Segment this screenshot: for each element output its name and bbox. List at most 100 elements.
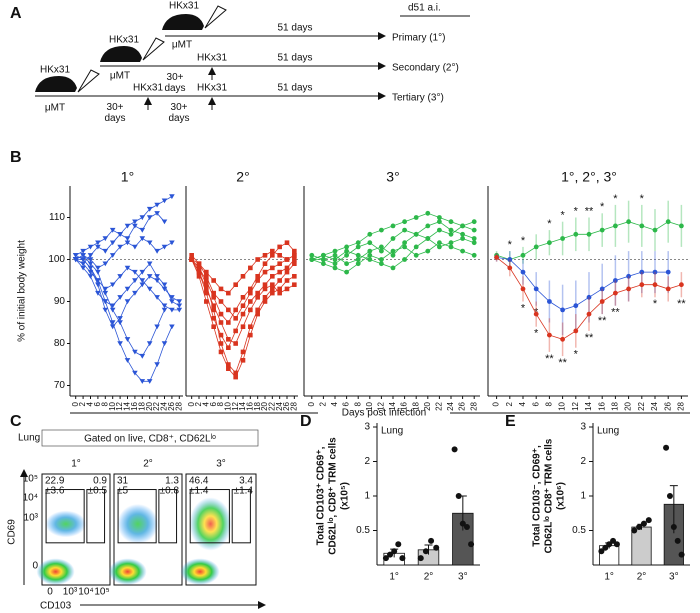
group-title: 2° [143,459,153,470]
point [204,274,209,279]
x-tick-label: 4 [518,401,527,406]
x-tick-label: 22 [267,401,276,410]
point [402,219,407,225]
y-tick-label: 3 [580,422,586,433]
point [109,253,116,258]
x-tick-label: 28 [677,401,686,410]
y-tick-label: 1 [580,491,586,502]
x-tick-label: 0 [492,401,501,406]
point [665,269,671,275]
gate [117,489,157,544]
significance: * [653,298,658,310]
point [471,236,477,241]
y-tick-label: 110 [49,212,65,223]
point [146,286,153,292]
data-point [640,520,647,527]
point [332,261,338,267]
point [240,349,246,355]
endpoint: d51 a.i. [408,3,441,14]
mouse-icon [162,14,204,30]
point [460,231,465,237]
point [355,257,361,262]
point [460,236,465,241]
point [626,286,631,292]
panel-title: 2° [236,169,249,185]
density [108,558,147,585]
point [639,269,645,275]
density [180,558,220,585]
point [226,320,231,325]
data-point [395,541,402,548]
x-tick-label: 6 [209,401,218,406]
point [204,299,209,304]
panel-letter: B [10,149,22,166]
x-axis-label: CD103 [40,601,72,612]
gate-percent: 22.9 [45,476,65,487]
row-label: Secondary (2°) [392,63,459,74]
virus: HKx31 [197,53,227,64]
point [87,244,94,250]
virus: HKx31 [109,35,139,46]
point [132,244,138,250]
point [599,299,605,304]
x-tick-label: 2° [424,572,434,583]
interval: 51 days [277,23,312,34]
point [176,299,183,305]
point [413,215,419,220]
significance: * [521,235,526,247]
x-tick-label: 2 [194,401,203,406]
x-tick-label: 2 [505,401,514,406]
x-tick-label: 22 [637,401,646,410]
point [321,252,326,258]
x-tick-label: 20 [624,401,633,410]
point [240,311,246,317]
x-tick-label: 12 [115,401,124,410]
point [124,240,131,246]
x-tick-label: 24 [160,401,169,410]
gate [158,489,178,544]
significance: ** [611,307,620,319]
point [154,248,160,254]
gate [189,489,230,544]
point [211,290,216,296]
x-tick-label: 14 [388,401,397,410]
x-tick-label: 10⁴ [78,587,93,598]
x-tick-label: 1° [389,572,399,583]
point [284,278,290,283]
point [284,286,290,292]
significance: ** [585,332,594,344]
x-tick-label: 26 [458,401,467,410]
point [218,299,224,304]
x-tick-label: 26 [282,401,291,410]
y-tick-label: 0 [32,561,38,572]
point [146,379,153,384]
point [226,362,231,367]
x-tick-label: 4 [330,401,339,406]
point [95,240,101,246]
point [124,299,131,305]
point [402,257,407,262]
point [124,358,131,363]
point [139,269,146,275]
host: μMT [45,103,65,114]
point [139,215,146,221]
point [309,252,315,258]
point [132,349,138,355]
point [665,286,671,292]
x-tick-label: 20 [260,401,269,410]
point [255,274,260,279]
point [437,240,442,246]
point [639,282,645,288]
data-point [428,537,435,544]
point [255,295,260,300]
point [437,219,442,225]
point [233,341,238,346]
point [520,269,526,275]
point [80,261,86,267]
interval: 30+ days [168,102,190,124]
point [169,324,175,330]
y-axis-label: (x10⁶) [556,482,567,510]
point [292,261,297,266]
x-tick-label: 12 [571,401,580,410]
x-tick-label: 12 [231,401,240,410]
